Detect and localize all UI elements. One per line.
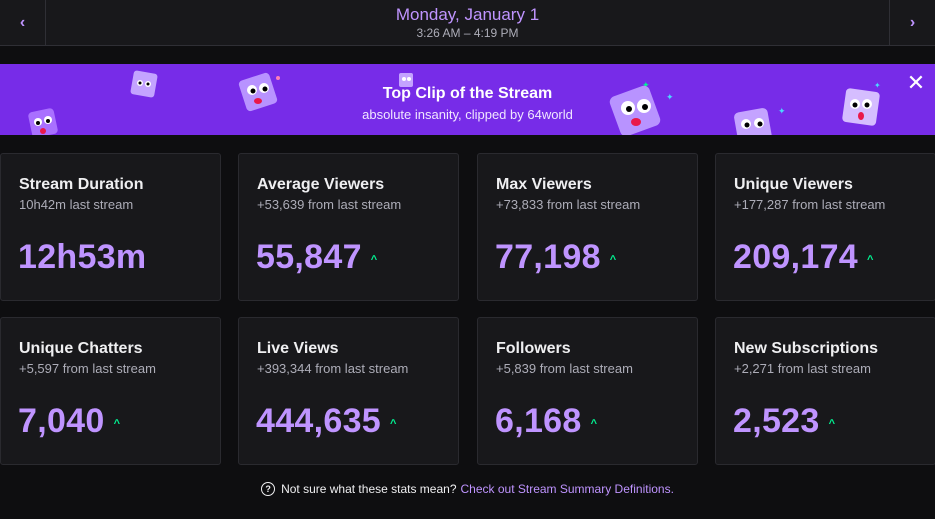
card-value: 55,847 ^ xyxy=(256,238,378,277)
trend-up-icon: ^ xyxy=(390,417,397,430)
mascot-icon xyxy=(238,72,280,112)
card-value: 77,198 ^ xyxy=(495,238,617,277)
stat-number: 444,635 xyxy=(256,402,382,440)
mascot-icon: ✦ xyxy=(842,81,881,126)
svg-text:✦: ✦ xyxy=(778,107,786,117)
card-comparison: +2,271 from last stream xyxy=(734,361,871,376)
chevron-right-icon: › xyxy=(909,14,916,31)
card-comparison: +393,344 from last stream xyxy=(257,361,409,376)
svg-text:✦: ✦ xyxy=(874,81,881,90)
card-comparison: +53,639 from last stream xyxy=(257,197,402,212)
stream-date-range: Monday, January 1 3:26 AM – 4:19 PM xyxy=(46,0,889,46)
card-comparison: 10h42m last stream xyxy=(19,197,134,212)
card-value: 444,635 ^ xyxy=(256,402,397,441)
trend-up-icon: ^ xyxy=(370,253,378,266)
trend-up-icon: ^ xyxy=(867,253,874,266)
stat-card-live-views: Live Views +393,344 from last stream 444… xyxy=(238,317,459,465)
stat-number: 55,847 xyxy=(256,238,362,276)
banner-title: Top Clip of the Stream xyxy=(382,85,553,102)
trend-up-icon: ^ xyxy=(113,417,121,430)
trend-up-icon: ^ xyxy=(828,417,836,430)
card-title: Stream Duration xyxy=(19,176,144,193)
card-title: Followers xyxy=(496,340,571,357)
card-comparison: +5,839 from last stream xyxy=(496,361,633,376)
stat-card-stream-duration: Stream Duration 10h42m last stream 12h53… xyxy=(0,153,221,301)
trend-up-icon: ^ xyxy=(590,417,598,430)
card-title: New Subscriptions xyxy=(734,340,879,357)
previous-stream-button[interactable]: ‹ xyxy=(0,0,46,46)
top-clip-banner[interactable]: ✦ ✦ ✦ ✦ Top Clip of the Stream absolute … xyxy=(0,64,935,135)
svg-text:✦: ✦ xyxy=(642,81,650,91)
stat-number: 7,040 xyxy=(18,402,105,440)
stat-number: 2,523 xyxy=(733,402,820,440)
card-title: Max Viewers xyxy=(496,176,592,193)
card-value: 6,168 ^ xyxy=(495,402,597,441)
stat-card-max-viewers: Max Viewers +73,833 from last stream 77,… xyxy=(477,153,698,301)
card-title: Average Viewers xyxy=(257,176,385,193)
stat-card-average-viewers: Average Viewers +53,639 from last stream… xyxy=(238,153,459,301)
help-icon: ? xyxy=(261,482,276,496)
close-banner-button[interactable]: ✕ xyxy=(903,70,929,96)
mascot-icon xyxy=(399,73,413,87)
close-icon: ✕ xyxy=(906,70,926,95)
definitions-link[interactable]: Check out Stream Summary Definitions. xyxy=(460,482,674,496)
stat-number: 12h53m xyxy=(18,238,147,276)
card-comparison: +73,833 from last stream xyxy=(496,197,641,212)
stream-time-range: 3:26 AM – 4:19 PM xyxy=(416,26,519,40)
top-clip-text: Top Clip of the Stream absolute insanity… xyxy=(0,84,935,123)
svg-text:✦: ✦ xyxy=(666,93,674,103)
card-comparison: +177,287 from last stream xyxy=(734,197,886,212)
card-value: 209,174 ^ xyxy=(733,238,874,277)
stat-number: 77,198 xyxy=(495,238,601,276)
trend-up-icon: ^ xyxy=(609,253,617,266)
stream-date: Monday, January 1 xyxy=(395,5,540,24)
mascot-icon: ✦ xyxy=(734,107,786,135)
card-value: 2,523 ^ xyxy=(733,402,835,441)
mascot-icon: ✦ ✦ xyxy=(609,81,674,135)
mascot-icon xyxy=(28,108,58,135)
mascot-icon xyxy=(130,70,158,98)
card-title: Live Views xyxy=(257,340,339,357)
stat-card-followers: Followers +5,839 from last stream 6,168 … xyxy=(477,317,698,465)
banner-subtitle: absolute insanity, clipped by 64world xyxy=(362,107,573,122)
next-stream-button[interactable]: › xyxy=(889,0,935,46)
help-text: Not sure what these stats mean? xyxy=(281,482,457,496)
card-value: 7,040 ^ xyxy=(18,402,120,441)
stat-number: 6,168 xyxy=(495,402,582,440)
stat-number: 209,174 xyxy=(733,238,859,276)
stat-card-new-subscriptions: New Subscriptions +2,271 from last strea… xyxy=(715,317,935,465)
card-value: 12h53m xyxy=(18,238,146,277)
stats-help-footer: ? Not sure what these stats mean? Check … xyxy=(0,482,935,496)
card-title: Unique Chatters xyxy=(19,340,143,357)
date-header: ‹ Monday, January 1 3:26 AM – 4:19 PM › xyxy=(0,0,935,46)
card-comparison: +5,597 from last stream xyxy=(19,361,156,376)
card-title: Unique Viewers xyxy=(734,176,853,193)
stat-card-unique-chatters: Unique Chatters +5,597 from last stream … xyxy=(0,317,221,465)
stat-card-unique-viewers: Unique Viewers +177,287 from last stream… xyxy=(715,153,935,301)
chevron-left-icon: ‹ xyxy=(19,14,26,31)
